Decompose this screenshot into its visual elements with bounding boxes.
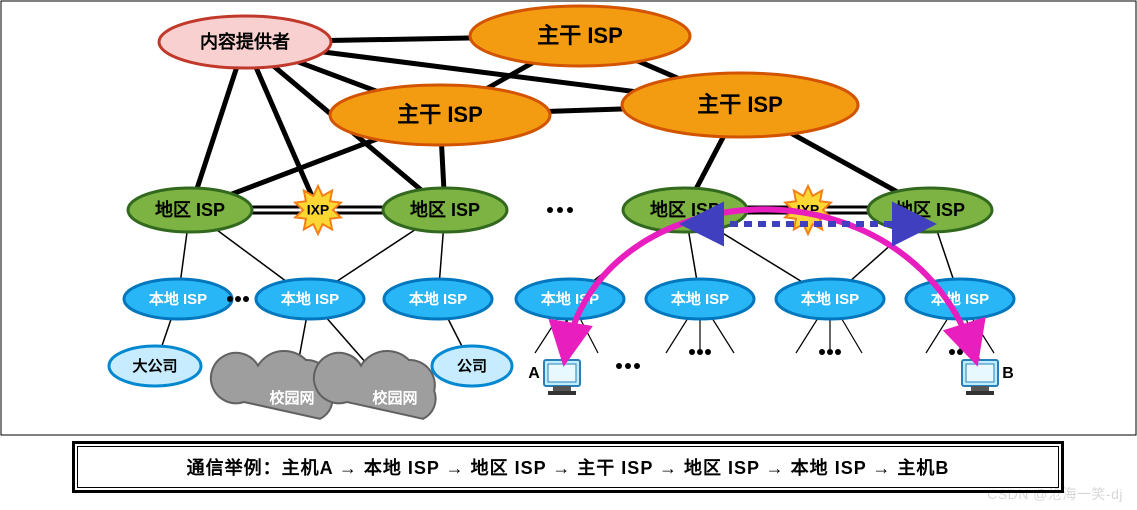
ellipsis-dot [547,207,553,213]
node-label: 本地 ISP [801,290,859,308]
caption-text: 通信举例：主机A → 本地 ISP → 地区 ISP → 主干 ISP → 地区… [77,446,1059,488]
ellipsis-dot [689,349,695,355]
node-label: 主干 ISP [537,23,623,48]
node-label: 内容提供者 [200,31,290,52]
ellipsis-dot [634,363,640,369]
ellipsis-dot [949,349,955,355]
node-label: 地区 ISP [155,199,225,220]
node-label: 校园网 [372,389,417,407]
ellipsis-dot [243,296,249,302]
node-label: 主干 ISP [397,102,483,127]
ellipsis-dot [697,349,703,355]
edges-layer [155,36,994,396]
node-label: 本地 ISP [671,290,729,308]
ellipsis-dot [227,296,233,302]
node-label: 地区 ISP [895,199,965,220]
caption-box: 通信举例：主机A → 本地 ISP → 地区 ISP → 主干 ISP → 地区… [72,441,1064,491]
node-label: 本地 ISP [281,290,339,308]
network-diagram: 内容提供者主干 ISP主干 ISP主干 ISP地区 ISP地区 ISPIXP地区… [0,0,1137,510]
node-label: IXP [307,202,330,218]
ellipsis-dot [235,296,241,302]
node-host: B [962,360,1014,395]
ellipsis-dot [625,363,631,369]
host-label: B [1002,365,1014,382]
node-label: 本地 ISP [409,290,467,308]
node-label: 主干 ISP [697,92,783,117]
node-label: 本地 ISP [149,290,207,308]
node-host: A [528,360,580,395]
ellipsis-dot [567,207,573,213]
node-label: 校园网 [269,389,314,407]
ellipsis-dot [819,349,825,355]
ellipsis-dot [705,349,711,355]
ellipsis-dot [616,363,622,369]
node-cloud [314,351,436,419]
ellipsis-dot [835,349,841,355]
ellipsis-dot [957,349,963,355]
node-label: 地区 ISP [410,199,480,220]
ellipsis-dot [557,207,563,213]
node-label: 大公司 [132,357,177,375]
ellipsis-dot [827,349,833,355]
node-label: 公司 [457,358,487,375]
watermark: CSDN @沧海一笑-dj [987,484,1123,504]
host-label: A [528,365,540,382]
